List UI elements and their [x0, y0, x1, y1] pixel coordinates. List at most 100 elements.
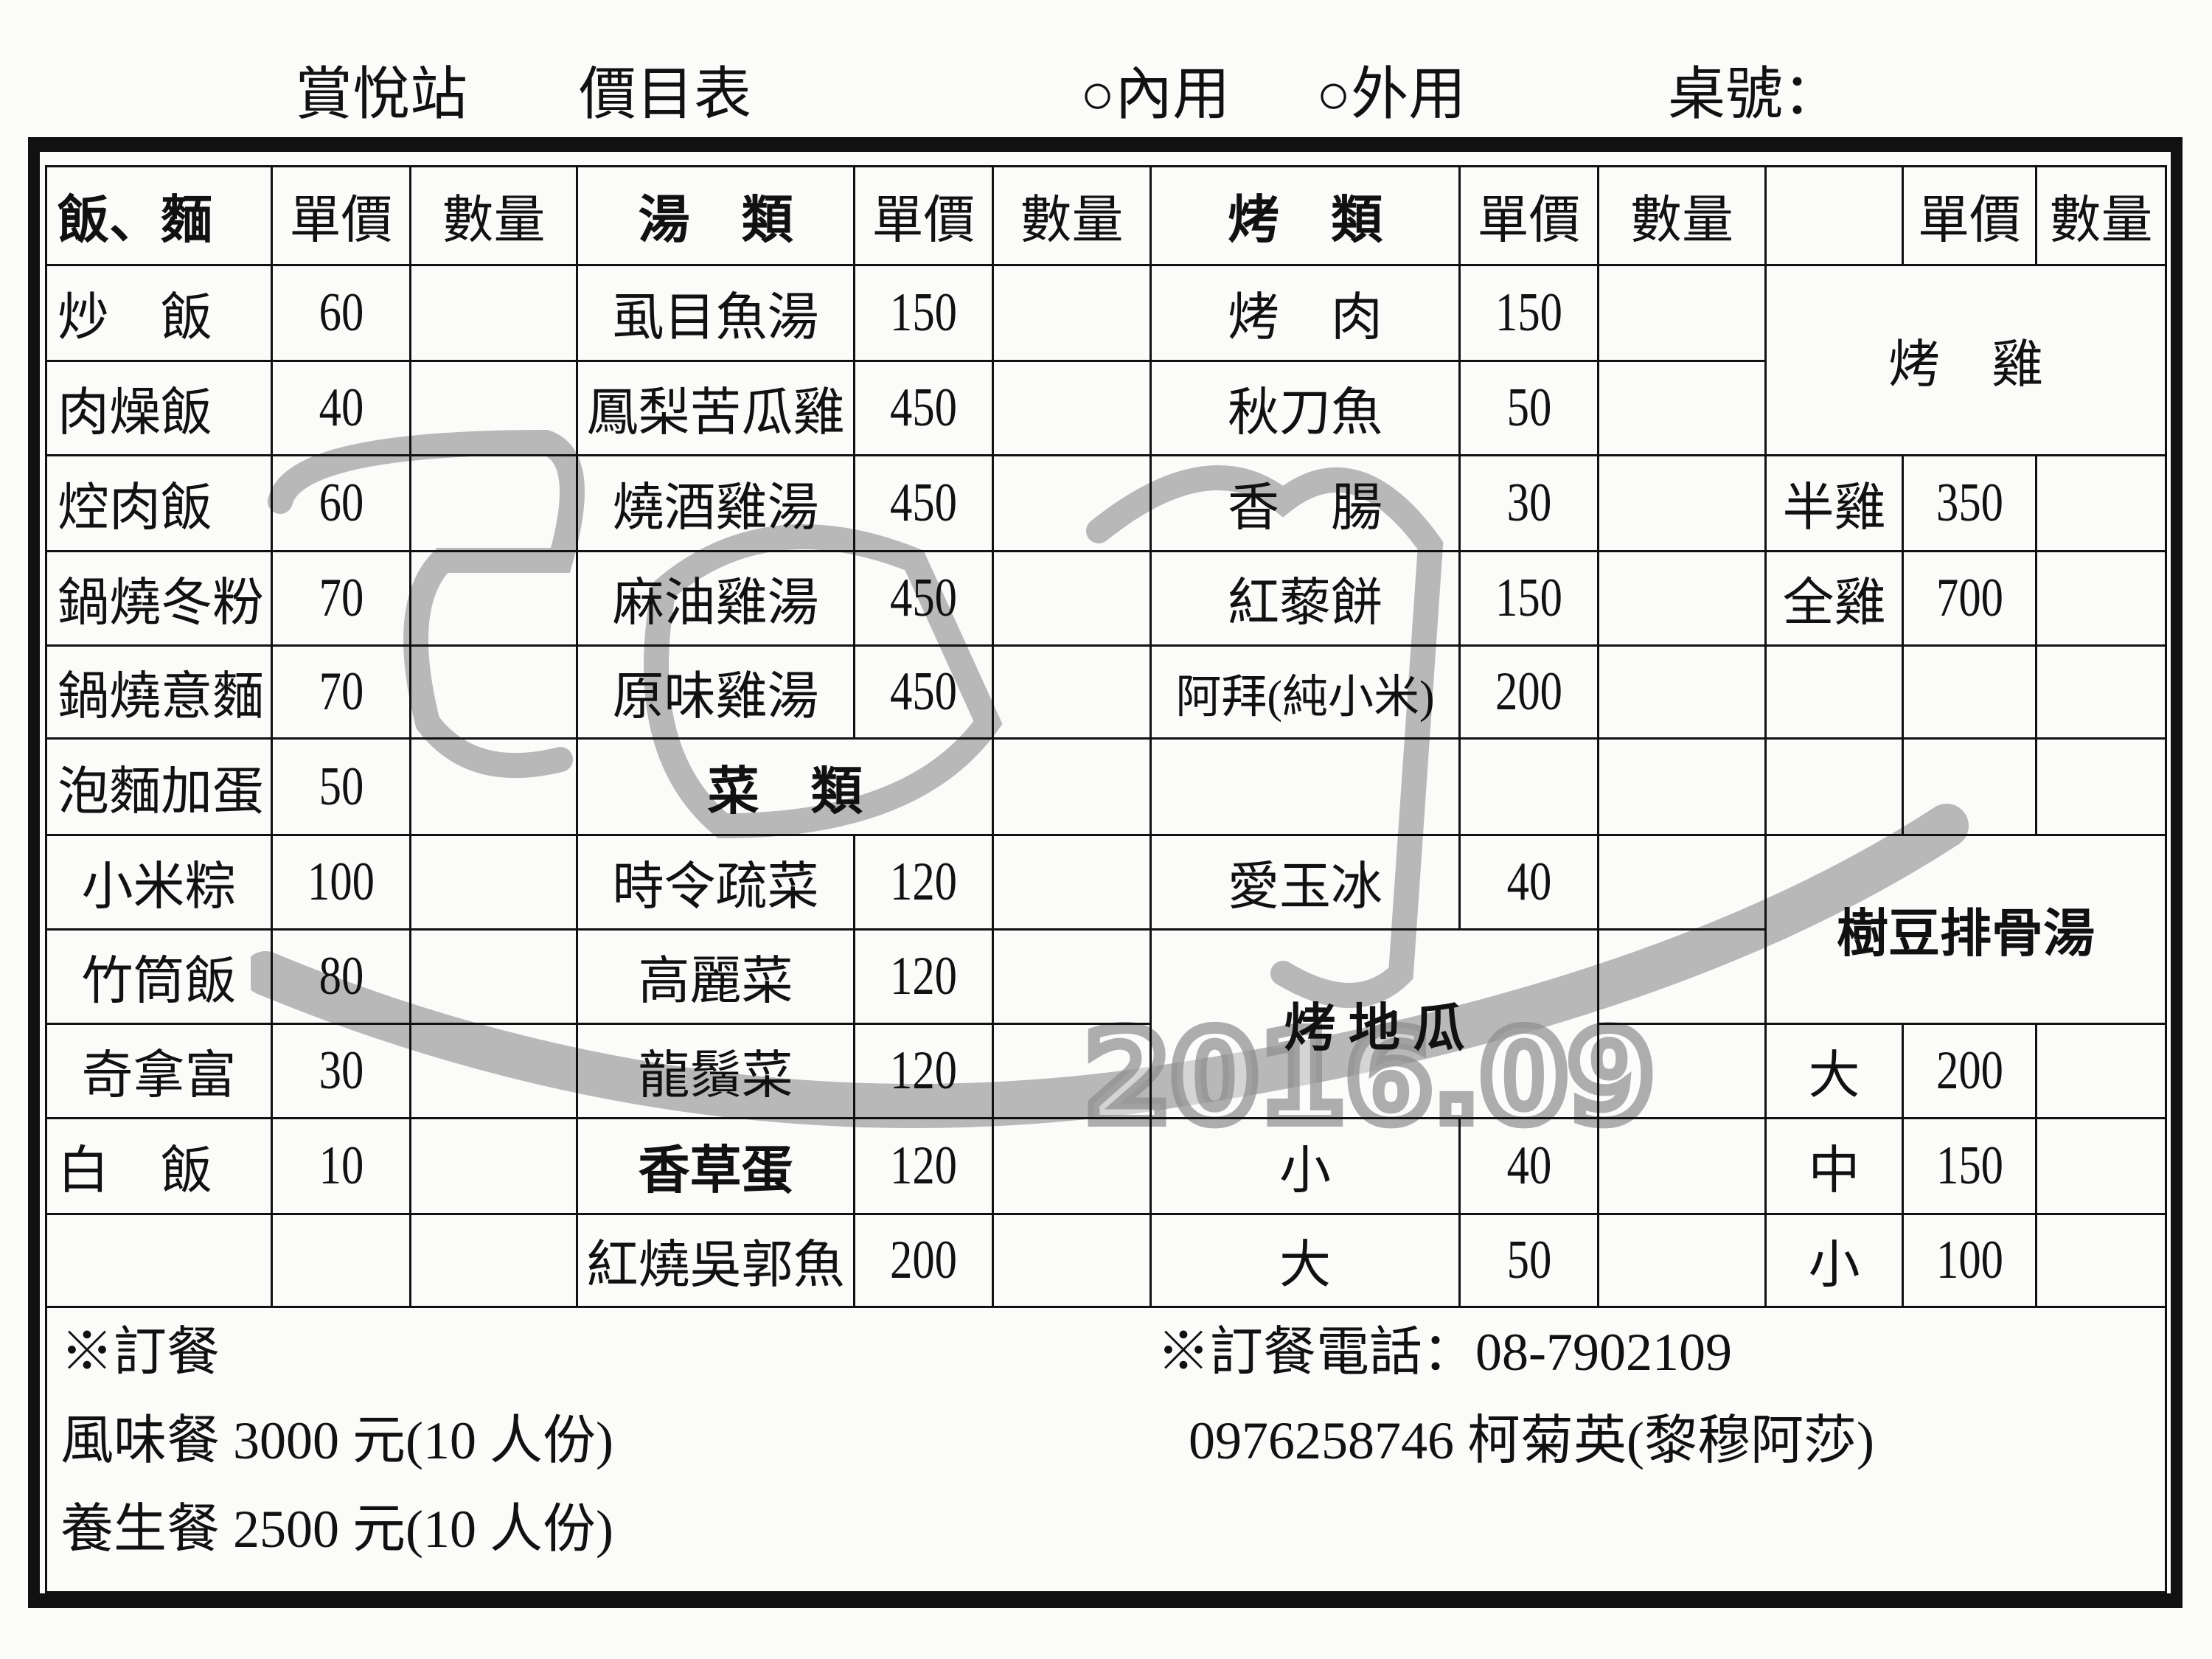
- rice-item-name: 奇拿富: [47, 1025, 273, 1119]
- empty-cell: [1152, 740, 1461, 836]
- sweet-potato-label: 烤 地 瓜: [1152, 931, 1599, 1119]
- pork-soup-price: 200: [1935, 1040, 2003, 1101]
- empty-cell: [1599, 740, 1767, 836]
- order-title: ※訂餐: [60, 1323, 220, 1382]
- qty-cell: [411, 836, 578, 931]
- qty-cell: [411, 931, 578, 1025]
- qty-cell: [411, 266, 578, 362]
- veg-item-name: 紅燒吳郭魚: [578, 1215, 855, 1308]
- order-phone: ※訂餐電話：08-7902109: [1157, 1323, 1732, 1382]
- chicken-item-name: 全雞: [1767, 552, 1904, 647]
- set-meal: 風味餐 3000 元(10 人份): [60, 1411, 613, 1470]
- grill-header: 烤 類: [1152, 167, 1461, 266]
- grill-item-price: 200: [1495, 661, 1563, 722]
- soup-item-name: 燒酒雞湯: [578, 456, 855, 552]
- veg-item-price: 200: [889, 1230, 958, 1290]
- rice-item-price: 50: [319, 756, 364, 817]
- empty-cell: [1767, 740, 1904, 836]
- qty-cell: [2037, 552, 2167, 647]
- pork-soup-price: 100: [1935, 1230, 2003, 1290]
- rice-item-price: 40: [319, 378, 364, 438]
- qty-cell: [411, 740, 578, 836]
- soup-header: 湯 類: [578, 167, 855, 266]
- qty-cell: [411, 1025, 578, 1119]
- empty-cell: [273, 1215, 411, 1308]
- qty-cell: [1599, 362, 1767, 456]
- qty-cell: [994, 647, 1152, 740]
- grill-item-price: 150: [1495, 568, 1563, 628]
- blank-header: [1767, 167, 1904, 266]
- soup-item-price: 150: [889, 282, 958, 343]
- empty-cell: [2037, 740, 2167, 836]
- qty-header: 數量: [994, 167, 1152, 266]
- qty-cell: [1599, 552, 1767, 647]
- empty-cell: [994, 740, 1152, 836]
- pork-soup-label: 樹豆排骨湯: [1767, 836, 2167, 1025]
- soup-item-price: 450: [889, 661, 958, 722]
- rice-item-name: 焢肉飯: [47, 456, 273, 552]
- aiyu-price: 40: [1506, 852, 1551, 912]
- qty-cell: [994, 1119, 1152, 1215]
- qty-cell: [994, 931, 1152, 1025]
- price-header: 單價: [273, 167, 411, 266]
- empty-cell: [1767, 647, 1904, 740]
- rice-item-price: 60: [319, 473, 364, 533]
- qty-cell: [994, 456, 1152, 552]
- qty-cell: [411, 456, 578, 552]
- rice-item-name: 鍋燒意麵: [47, 647, 273, 740]
- menu-frame: [28, 137, 2183, 1608]
- qty-cell: [1599, 1119, 1767, 1215]
- qty-cell: [411, 647, 578, 740]
- veg-header: 菜 類: [578, 740, 994, 836]
- sweet-potato-size: 大: [1152, 1215, 1461, 1308]
- rice-item-price: 100: [307, 852, 375, 912]
- veg-item-price: 120: [889, 946, 958, 1006]
- set-meal: 養生餐 2500 元(10 人份): [60, 1500, 613, 1559]
- veg-item-name: 高麗菜: [578, 931, 855, 1025]
- pork-soup-size: 小: [1767, 1215, 1904, 1308]
- veg-item-price: 120: [889, 1040, 958, 1101]
- soup-item-price: 450: [889, 378, 958, 438]
- soup-item-price: 450: [889, 473, 958, 533]
- aiyu-name: 愛玉冰: [1152, 836, 1461, 931]
- rice-item-name: 小米粽: [47, 836, 273, 931]
- qty-cell: [2037, 1025, 2167, 1119]
- rice-item-price: 70: [319, 568, 364, 628]
- sweet-potato-size: 小: [1152, 1119, 1461, 1215]
- price-header: 單價: [1904, 167, 2037, 266]
- qty-cell: [994, 552, 1152, 647]
- qty-cell: [1599, 931, 1767, 1025]
- rice-item-name: 鍋燒冬粉: [47, 552, 273, 647]
- qty-cell: [2037, 1119, 2167, 1215]
- empty-cell: [1461, 740, 1599, 836]
- qty-cell: [994, 266, 1152, 362]
- soup-item-name: 虱目魚湯: [578, 266, 855, 362]
- empty-cell: [2037, 647, 2167, 740]
- qty-header: 數量: [1599, 167, 1767, 266]
- qty-cell: [1599, 836, 1767, 931]
- qty-cell: [994, 362, 1152, 456]
- sweet-potato-price: 50: [1506, 1230, 1551, 1290]
- qty-cell: [411, 1119, 578, 1215]
- rice-item-price: 80: [319, 946, 364, 1006]
- order-info: ※訂餐 風味餐 3000 元(10 人份) 養生餐 2500 元(10 人份) …: [47, 1308, 2167, 1593]
- rice-item-name: 白 飯: [47, 1119, 273, 1215]
- takeout-option: ○外用: [1316, 62, 1467, 126]
- qty-cell: [1599, 456, 1767, 552]
- veg-item-price: 120: [889, 852, 958, 912]
- chicken-item-price: 700: [1935, 568, 2003, 628]
- pork-soup-size: 大: [1767, 1025, 1904, 1119]
- contact-person: 0976258746 柯菊英(黎穆阿莎): [1189, 1411, 1874, 1470]
- rice-header: 飯、麵: [47, 167, 273, 266]
- qty-cell: [994, 1025, 1152, 1119]
- empty-cell: [1904, 740, 2037, 836]
- veg-item-name: 香草蛋: [578, 1119, 855, 1215]
- rice-item-name: 炒 飯: [47, 266, 273, 362]
- empty-cell: [411, 1215, 578, 1308]
- veg-item-name: 龍鬚菜: [578, 1025, 855, 1119]
- page-title: 價目表: [579, 62, 752, 126]
- qty-cell: [2037, 456, 2167, 552]
- qty-cell: [1599, 1025, 1767, 1119]
- qty-cell: [1599, 1215, 1767, 1308]
- pork-soup-price: 150: [1935, 1135, 2003, 1196]
